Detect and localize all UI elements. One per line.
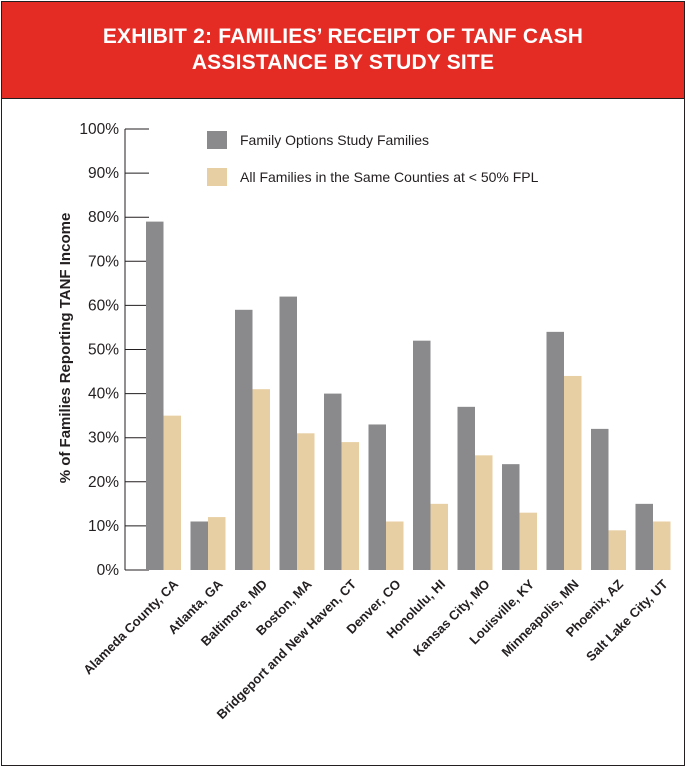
x-category-label: Minneapolis, MN [498,577,581,660]
bar-family-options-4 [324,393,342,570]
legend-swatch-1 [207,168,227,186]
y-tick-label: 90% [88,165,119,182]
bar-family-options-2 [235,309,253,570]
y-tick-label: 60% [88,297,119,314]
y-tick-label: 10% [88,518,119,535]
y-tick-label: 30% [88,430,119,447]
y-tick-label: 100% [79,121,119,138]
x-category-label: Salt Lake City, UT [583,576,671,664]
bars [146,221,671,571]
legend: Family Options Study Families All Familie… [207,131,539,186]
bar-family-options-8 [502,464,520,570]
legend-swatch-0 [207,131,227,149]
bar-all-families-7 [475,455,493,570]
x-category-label: Kansas City, MO [410,577,492,659]
bar-family-options-11 [635,503,653,570]
bar-family-options-10 [591,428,609,570]
bar-all-families-8 [519,512,537,570]
bar-family-options-9 [546,331,564,570]
bar-all-families-11 [653,521,671,570]
y-tick-label: 80% [88,209,119,226]
bar-all-families-1 [208,517,226,570]
y-tick-label: 0% [97,562,120,579]
exhibit-header: EXHIBIT 2: FAMILIES’ RECEIPT OF TANF CAS… [2,2,684,99]
y-axis-title: % of Families Reporting TANF Income [57,213,74,484]
bar-all-families-4 [341,442,359,570]
y-tick-label: 20% [88,474,119,491]
bar-all-families-6 [430,503,448,570]
bar-family-options-5 [368,424,386,570]
legend-label-0: Family Options Study Families [240,132,429,148]
bar-all-families-0 [163,415,181,570]
bar-all-families-9 [564,375,582,570]
bar-family-options-3 [279,296,297,570]
y-axis: 0% 10% 20% 30% 40% 50% 60% 70% 80% 90% 100% [79,121,149,579]
exhibit-title: EXHIBIT 2: FAMILIES’ RECEIPT OF TANF CAS… [102,25,584,74]
bar-all-families-10 [608,530,626,570]
bar-family-options-1 [190,521,208,570]
y-axis-title-group: % of Families Reporting TANF Income [57,213,74,484]
bar-all-families-2 [252,389,270,570]
bar-family-options-0 [146,221,164,571]
bar-all-families-5 [386,521,404,570]
bar-family-options-7 [457,406,475,570]
bar-family-options-6 [413,340,431,570]
legend-label-1: All Families in the Same Counties at < 5… [240,169,539,185]
bar-all-families-3 [297,433,315,570]
y-tick-label: 40% [88,386,119,403]
y-tick-label: 70% [88,253,119,270]
y-tick-label: 50% [88,342,119,359]
